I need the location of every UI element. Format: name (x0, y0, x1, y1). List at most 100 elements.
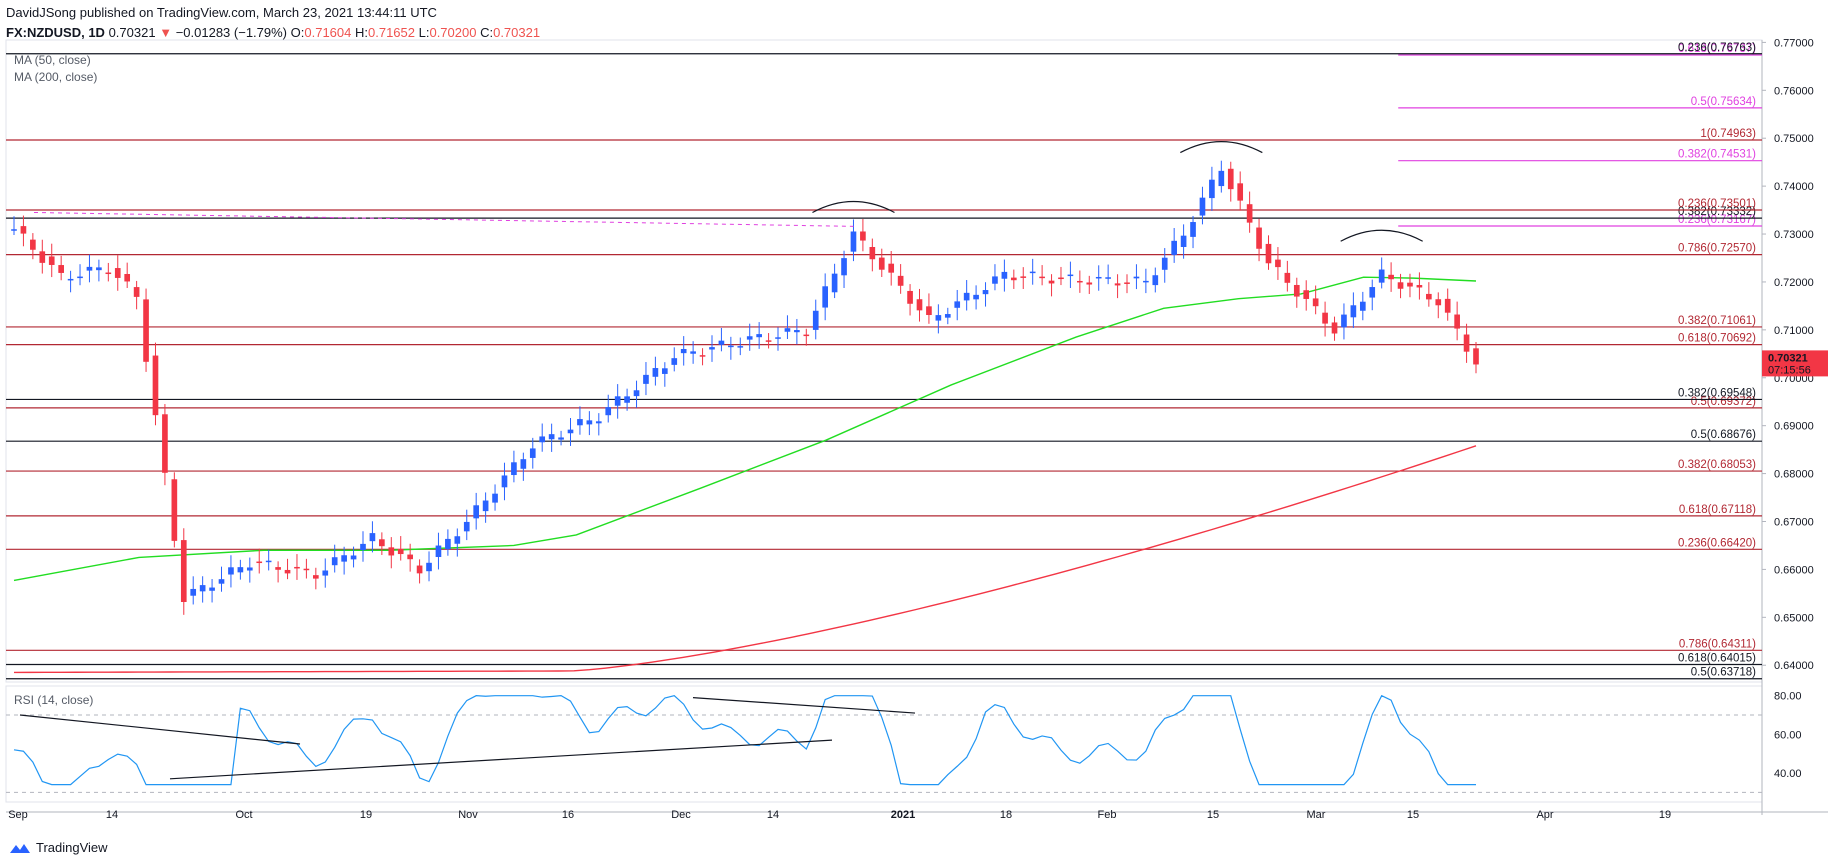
rsi-trendline-1 (19, 714, 301, 745)
time-tick-label: Oct (235, 809, 252, 821)
ma50-legend[interactable]: MA (50, close) (14, 53, 91, 67)
candle-body (133, 287, 140, 297)
candle-body (1190, 222, 1196, 237)
candle-body (963, 292, 970, 301)
candle-body (718, 340, 725, 345)
candle-body (77, 276, 83, 279)
fib-level-label: 0.236(0.73501) (1678, 198, 1756, 210)
candle-body (322, 570, 329, 576)
candle-body (944, 314, 951, 318)
candle-body (765, 340, 772, 342)
rsi-trendline-2 (169, 739, 833, 780)
candle-body (445, 538, 451, 550)
candle-body (331, 557, 338, 566)
candle-body (511, 462, 517, 476)
candle-body (1048, 280, 1055, 284)
fib-level-label: 0.382(0.71061) (1678, 315, 1756, 327)
candle-body (350, 555, 357, 560)
candle-body (1350, 305, 1357, 318)
candle-body (397, 548, 404, 555)
candle-body (737, 346, 744, 348)
main-pane-frame (5, 39, 1763, 683)
fib-level-label: 1(0.74963) (1700, 128, 1756, 140)
candle-body (1218, 170, 1225, 187)
high-value: 0.71652 (368, 25, 415, 40)
time-tick-label: Apr (1536, 809, 1553, 821)
price-tick-label: 0.72000 (1774, 277, 1814, 289)
time-tick-label: 16 (562, 809, 574, 821)
high-label: H: (355, 25, 368, 40)
candle-body (190, 588, 197, 596)
candle-body (426, 562, 432, 572)
candle-body (1105, 277, 1111, 279)
candle-body (96, 267, 102, 271)
fib-level-label: 0.382(0.69548) (1678, 387, 1756, 399)
last-price-tag-value: 0.70321 (1768, 352, 1808, 364)
candle-body (1463, 334, 1470, 352)
candle-body (1341, 314, 1347, 328)
candle-body (520, 459, 527, 469)
price-tick-label: 0.76000 (1774, 85, 1814, 97)
candle-body (548, 434, 555, 440)
candle-body (114, 268, 121, 278)
right-shoulder-arc (1340, 229, 1423, 242)
candle-body (124, 273, 131, 282)
candle-body (746, 336, 753, 340)
candle-body (1246, 204, 1253, 223)
candle-body (199, 585, 206, 592)
time-tick-label: Mar (1307, 809, 1326, 821)
rsi-tick-label: 40.00 (1774, 768, 1802, 780)
time-tick-label: 19 (360, 809, 372, 821)
candle-body (218, 579, 225, 584)
publisher-line: DavidJSong published on TradingView.com,… (6, 5, 437, 20)
low-value: 0.70200 (429, 25, 477, 40)
candle-body (1397, 282, 1404, 289)
rsi-trendline-3 (692, 697, 916, 714)
candle-body (1293, 284, 1300, 297)
close-value: 0.70321 (493, 25, 541, 40)
candle-body (11, 229, 17, 231)
candle-body (812, 310, 819, 330)
low-label: L: (418, 25, 430, 40)
candle-body (624, 396, 630, 403)
time-tick-label: Dec (671, 809, 691, 821)
candle-body (294, 566, 300, 569)
candle-body (916, 299, 923, 311)
candle-body (671, 358, 678, 365)
time-tick-label: 15 (1207, 809, 1219, 821)
symbol-label[interactable]: FX:NZDUSD, 1D (6, 25, 105, 40)
candle-body (1209, 179, 1215, 199)
candle-body (256, 561, 263, 564)
candle-body (284, 569, 291, 574)
candle-body (935, 315, 942, 321)
candle-body (313, 575, 319, 579)
fib-level-label: 0.382(0.74531) (1678, 149, 1756, 161)
fib-level-label: 0.236(0.66420) (1678, 537, 1756, 549)
candle-body (831, 273, 838, 293)
candle-body (275, 567, 281, 570)
candle-body (1010, 277, 1017, 281)
candle-body (1227, 168, 1234, 190)
candle-body (954, 301, 961, 308)
ma200-legend[interactable]: MA (200, close) (14, 70, 98, 84)
head-arc (1180, 140, 1263, 154)
candle-body (614, 396, 621, 406)
rsi-tick-label: 60.00 (1774, 729, 1802, 741)
candle-body (492, 493, 498, 503)
tradingview-logo-icon (10, 843, 30, 853)
candle-body (86, 266, 93, 271)
candle-body (926, 306, 932, 316)
candle-body (501, 475, 508, 488)
rsi-legend[interactable]: RSI (14, close) (14, 693, 94, 707)
candle-body (1407, 282, 1413, 287)
candle-body (1256, 227, 1262, 249)
tradingview-brand[interactable]: TradingView (36, 840, 108, 855)
candle-body (982, 290, 989, 295)
candle-body (67, 278, 74, 281)
candle-body (709, 347, 715, 350)
candle-body (529, 448, 536, 458)
fib-level-label: 0.786(0.64311) (1679, 638, 1756, 650)
close-label: C: (480, 25, 494, 40)
open-label: O: (290, 25, 305, 40)
candle-body (473, 505, 480, 519)
